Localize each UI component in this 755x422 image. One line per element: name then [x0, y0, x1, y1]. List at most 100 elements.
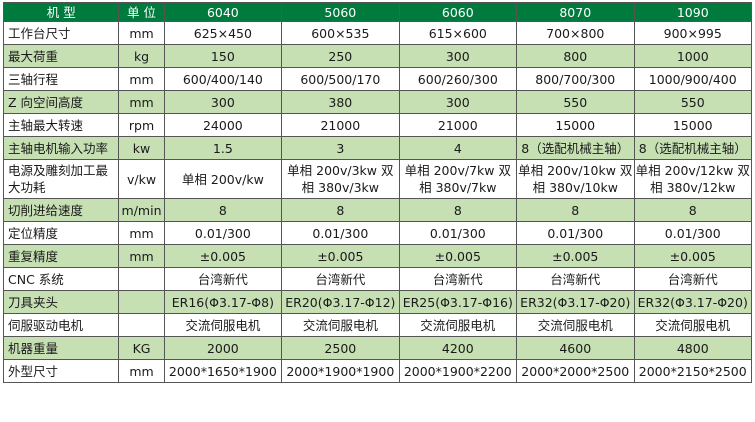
spec-table-body: 工作台尺寸 mm 625×450 600×535 615×600 700×800 900×9… [2, 21, 752, 383]
table-row: 刀具夹头 ER16(Φ3.17-Φ8) ER20(Φ3.17-Φ12) ER25(Φ3… [2, 290, 752, 314]
cell-value: 15000 [633, 113, 752, 137]
row-unit: m/min [118, 198, 165, 222]
cell-value: 单相 200v/3kw 双相 380v/3kw [281, 159, 400, 199]
row-label: 三轴行程 [2, 67, 120, 91]
cell-value: 8（选配机械主轴） [516, 136, 635, 160]
table-row: 主轴电机输入功率 kw 1.5 3 4 8（选配机械主轴） 8（选配机械主轴） [2, 136, 752, 160]
cell-value: 8 [633, 198, 752, 222]
row-label: CNC 系统 [2, 267, 120, 291]
cell-value: 8 [163, 198, 283, 222]
table-row: 电源及雕刻加工最大功耗 v/kw 单相 200v/kw 单相 200v/3kw 双相 … [2, 159, 752, 199]
cell-value: 2000*1650*1900 [163, 359, 283, 383]
row-label: 伺服驱动电机 [2, 313, 120, 337]
cell-value: 单相 200v/10kw 双相 380v/10kw [516, 159, 635, 199]
table-row: CNC 系统 台湾新代 台湾新代 台湾新代 台湾新代 台湾新代 [2, 267, 752, 291]
cell-value: 交流伺服电机 [281, 313, 400, 337]
cell-value: 1000/900/400 [633, 67, 752, 91]
cell-value: 0.01/300 [163, 221, 283, 245]
cell-value: 2000*2000*2500 [516, 359, 635, 383]
cell-value: 交流伺服电机 [633, 313, 752, 337]
header-model-label: 机 型 [2, 2, 120, 22]
table-row: 伺服驱动电机 交流伺服电机 交流伺服电机 交流伺服电机 交流伺服电机 交流伺服电机 [2, 313, 752, 337]
cell-value: 1.5 [163, 136, 283, 160]
cell-value: ER32(Φ3.17-Φ20) [633, 290, 752, 314]
cell-value: 900×995 [633, 21, 752, 45]
cell-value: 2500 [281, 336, 400, 360]
cell-value: 300 [398, 90, 518, 114]
row-label: 机器重量 [2, 336, 120, 360]
row-unit [118, 290, 165, 314]
row-label: 外型尺寸 [2, 359, 120, 383]
cell-value: 2000*2150*2500 [633, 359, 752, 383]
header-unit-label: 单 位 [118, 2, 165, 22]
cell-value: 700×800 [516, 21, 635, 45]
row-unit: mm [118, 221, 165, 245]
cell-value: 0.01/300 [633, 221, 752, 245]
row-label: 重复精度 [2, 244, 120, 268]
row-label: 电源及雕刻加工最大功耗 [2, 159, 120, 199]
row-unit: rpm [118, 113, 165, 137]
cell-value: 3 [281, 136, 400, 160]
row-unit: mm [118, 359, 165, 383]
cell-value: ±0.005 [398, 244, 518, 268]
row-label: 主轴电机输入功率 [2, 136, 120, 160]
row-unit: mm [118, 244, 165, 268]
header-model-6060: 6060 [398, 2, 518, 22]
cell-value: 交流伺服电机 [516, 313, 635, 337]
row-label: 切削进给速度 [2, 198, 120, 222]
cell-value: 0.01/300 [398, 221, 518, 245]
cell-value: 单相 200v/kw [163, 159, 283, 199]
cell-value: 615×600 [398, 21, 518, 45]
cell-value: 21000 [281, 113, 400, 137]
cell-value: 150 [163, 44, 283, 68]
cell-value: ±0.005 [633, 244, 752, 268]
row-label: 最大荷重 [2, 44, 120, 68]
cell-value: 0.01/300 [281, 221, 400, 245]
cell-value: 550 [633, 90, 752, 114]
cell-value: 15000 [516, 113, 635, 137]
cell-value: ±0.005 [163, 244, 283, 268]
table-row: 主轴最大转速 rpm 24000 21000 21000 15000 15000 [2, 113, 752, 137]
cell-value: 4600 [516, 336, 635, 360]
row-unit: mm [118, 90, 165, 114]
cell-value: 250 [281, 44, 400, 68]
cell-value: 单相 200v/12kw 双相 380v/12kw [633, 159, 752, 199]
cell-value: 600×535 [281, 21, 400, 45]
cell-value: 4 [398, 136, 518, 160]
cell-value: 600/400/140 [163, 67, 283, 91]
cell-value: 300 [163, 90, 283, 114]
row-unit: v/kw [118, 159, 165, 199]
table-row: 工作台尺寸 mm 625×450 600×535 615×600 700×800 900×9… [2, 21, 752, 45]
cell-value: 21000 [398, 113, 518, 137]
cell-value: 600/500/170 [281, 67, 400, 91]
row-unit: KG [118, 336, 165, 360]
cell-value: 8 [516, 198, 635, 222]
cell-value: 800/700/300 [516, 67, 635, 91]
row-unit [118, 313, 165, 337]
cell-value: ER20(Φ3.17-Φ12) [281, 290, 400, 314]
cell-value: 交流伺服电机 [163, 313, 283, 337]
cell-value: 台湾新代 [163, 267, 283, 291]
cell-value: 单相 200v/7kw 双相 380v/7kw [398, 159, 518, 199]
cell-value: 台湾新代 [633, 267, 752, 291]
row-label: Z 向空间高度 [2, 90, 120, 114]
row-unit: mm [118, 67, 165, 91]
table-row: 三轴行程 mm 600/400/140 600/500/170 600/260/300 8… [2, 67, 752, 91]
cell-value: ER25(Φ3.17-Φ16) [398, 290, 518, 314]
cell-value: ER32(Φ3.17-Φ20) [516, 290, 635, 314]
cell-value: 380 [281, 90, 400, 114]
cell-value: 4800 [633, 336, 752, 360]
header-model-5060: 5060 [281, 2, 400, 22]
header-model-1090: 1090 [633, 2, 752, 22]
row-unit: kg [118, 44, 165, 68]
header-model-8070: 8070 [516, 2, 635, 22]
cell-value: ER16(Φ3.17-Φ8) [163, 290, 283, 314]
cell-value: 2000*1900*1900 [281, 359, 400, 383]
cell-value: 台湾新代 [516, 267, 635, 291]
row-unit [118, 267, 165, 291]
cell-value: 1000 [633, 44, 752, 68]
table-row: Z 向空间高度 mm 300 380 300 550 550 [2, 90, 752, 114]
cell-value: 2000*1900*2200 [398, 359, 518, 383]
cell-value: 625×450 [163, 21, 283, 45]
spec-table: 机 型 单 位 6040 5060 6060 8070 1090 工作台尺寸 mm… [2, 2, 752, 383]
